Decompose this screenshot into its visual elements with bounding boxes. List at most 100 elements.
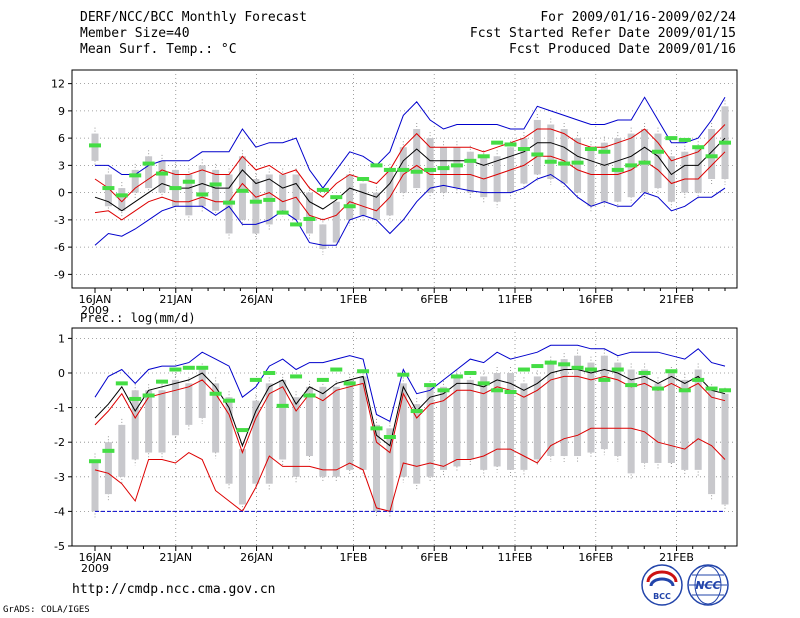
prec-observed-marker xyxy=(531,364,544,369)
prec-observed-marker xyxy=(129,396,142,401)
temp-box xyxy=(198,165,206,207)
temp-observed-marker xyxy=(209,182,222,187)
temp-box xyxy=(667,156,675,202)
temp-xtick-label: 16JAN xyxy=(79,293,112,306)
temp-observed-marker xyxy=(223,200,236,205)
prec-observed-marker xyxy=(357,369,370,374)
temp-box xyxy=(332,201,340,243)
temp-observed-marker xyxy=(156,171,169,176)
temp-observed-marker xyxy=(504,142,517,147)
temp-box xyxy=(708,129,716,179)
temp-series-upper xyxy=(94,124,726,203)
forecast-start-date: Fcst Started Refer Date 2009/01/15 xyxy=(469,26,736,41)
temp-xtick-label: 21JAN xyxy=(159,293,192,306)
temp-observed-marker xyxy=(276,210,289,215)
prec-observed-marker xyxy=(249,377,262,382)
temp-ytick-label: -6 xyxy=(54,241,65,254)
prec-xtick-label: 26JAN xyxy=(240,551,273,564)
prec-xtick-label: 21FEB xyxy=(659,551,694,564)
prec-box xyxy=(198,369,206,418)
grads-credit: GrADS: COLA/IGES xyxy=(3,605,90,615)
temp-observed-marker xyxy=(665,136,678,141)
prec-box xyxy=(265,383,273,484)
prec-observed-marker xyxy=(370,426,383,431)
prec-observed-marker xyxy=(316,377,329,382)
chart-header-left: DERF/NCC/BCC Monthly Forecast Member Siz… xyxy=(80,10,307,58)
prec-box xyxy=(547,362,555,457)
temp-box xyxy=(453,147,461,189)
prec-ytick-label: -5 xyxy=(54,540,65,553)
temp-box xyxy=(212,169,220,211)
prec-observed-marker xyxy=(450,374,463,379)
prec-box xyxy=(185,383,193,425)
temp-observed-marker xyxy=(638,160,651,165)
variable-label: Mean Surf. Temp.: °C xyxy=(80,42,237,57)
temp-box xyxy=(319,224,327,249)
source-url[interactable]: http://cmdp.ncc.cma.gov.cn xyxy=(72,582,276,597)
prec-box xyxy=(225,397,233,484)
prec-ytick-label: 0 xyxy=(58,367,65,380)
temp-observed-marker xyxy=(290,222,303,227)
temp-box xyxy=(426,138,434,193)
prec-observed-marker xyxy=(330,367,343,372)
prec-series-max xyxy=(94,344,726,423)
temp-observed-marker xyxy=(236,188,249,193)
prec-observed-marker xyxy=(424,383,437,388)
temp-box xyxy=(252,179,260,234)
prec-box xyxy=(386,428,394,512)
temp-observed-marker xyxy=(719,140,731,145)
prec-frame xyxy=(71,327,738,547)
prec-box xyxy=(319,386,327,477)
prec-box xyxy=(118,424,126,477)
temp-box xyxy=(185,174,193,216)
prec-box xyxy=(507,372,515,470)
prec-observed-marker xyxy=(156,379,169,384)
prec-box xyxy=(627,369,635,474)
prec-box xyxy=(440,386,448,470)
prec-observed-marker xyxy=(115,381,128,386)
prec-series-upper xyxy=(94,375,726,455)
precip-axis-label: Prec.: log(mm/d) xyxy=(80,311,196,325)
prec-observed-marker xyxy=(517,367,530,372)
temp-box xyxy=(279,174,287,211)
prec-observed-marker xyxy=(290,374,303,379)
prec-observed-marker xyxy=(89,459,101,464)
temp-observed-marker xyxy=(424,167,437,172)
temp-observed-marker xyxy=(89,143,101,148)
temp-box xyxy=(574,138,582,193)
temp-box xyxy=(413,129,421,189)
prec-box xyxy=(359,376,367,470)
temp-ytick-label: 6 xyxy=(58,132,65,145)
prec-observed-marker xyxy=(705,386,718,391)
prec-box xyxy=(600,355,608,450)
prec-box xyxy=(681,379,689,470)
prec-box xyxy=(346,379,354,470)
temp-observed-marker xyxy=(625,163,638,168)
prec-box xyxy=(667,372,675,463)
temp-xtick-label: 1FEB xyxy=(340,293,368,306)
temp-series-max xyxy=(94,173,726,246)
temp-box xyxy=(547,124,555,179)
temp-observed-marker xyxy=(370,163,383,168)
temp-box xyxy=(493,156,501,202)
prec-ytick-label: -1 xyxy=(54,402,65,415)
prec-series-lower xyxy=(94,427,726,513)
temp-observed-marker xyxy=(263,197,276,202)
prec-box xyxy=(158,390,166,453)
temp-box xyxy=(372,192,380,220)
temp-box xyxy=(587,147,595,207)
prec-box xyxy=(332,386,340,477)
member-size: Member Size=40 xyxy=(80,26,190,41)
temp-ytick-label: -9 xyxy=(54,268,65,281)
prec-box xyxy=(131,390,139,460)
temp-box xyxy=(145,156,153,189)
prec-ytick-label: 1 xyxy=(58,332,65,345)
prec-observed-marker xyxy=(209,391,222,396)
prec-box xyxy=(145,390,153,453)
prec-box xyxy=(708,390,716,495)
prec-observed-marker xyxy=(236,428,249,433)
prec-box xyxy=(721,393,729,505)
prec-box xyxy=(466,379,474,460)
chart-title: DERF/NCC/BCC Monthly Forecast xyxy=(80,10,307,25)
prec-box xyxy=(91,459,99,512)
